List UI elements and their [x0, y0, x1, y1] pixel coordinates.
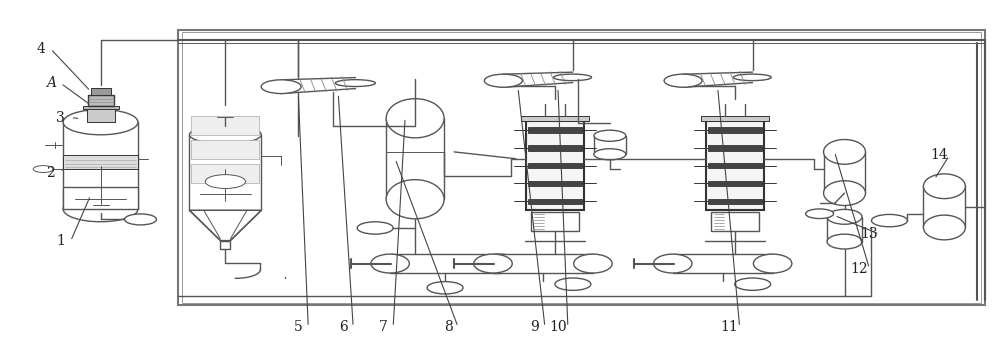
- Bar: [708, 127, 762, 132]
- Circle shape: [871, 215, 907, 227]
- Bar: [63, 187, 138, 209]
- Bar: [63, 122, 138, 209]
- Bar: [87, 108, 115, 122]
- Bar: [191, 140, 259, 159]
- Ellipse shape: [574, 254, 612, 273]
- Ellipse shape: [189, 126, 261, 144]
- Bar: [528, 163, 582, 168]
- Circle shape: [357, 222, 393, 234]
- Ellipse shape: [386, 180, 444, 219]
- Bar: [528, 127, 582, 132]
- Bar: [824, 152, 865, 193]
- Ellipse shape: [733, 74, 771, 81]
- Bar: [708, 199, 762, 204]
- Bar: [528, 199, 582, 204]
- Bar: [91, 88, 111, 95]
- Ellipse shape: [824, 181, 865, 206]
- Ellipse shape: [63, 109, 138, 135]
- Bar: [191, 116, 259, 135]
- Bar: [594, 136, 626, 154]
- Ellipse shape: [335, 80, 375, 87]
- Ellipse shape: [554, 74, 592, 81]
- Ellipse shape: [594, 149, 626, 160]
- Text: 10: 10: [549, 320, 567, 334]
- Bar: [701, 116, 769, 121]
- Bar: [220, 240, 230, 249]
- Text: 2: 2: [46, 166, 55, 179]
- Bar: [531, 212, 579, 231]
- Circle shape: [555, 278, 591, 290]
- Bar: [673, 254, 773, 273]
- Ellipse shape: [386, 99, 444, 138]
- Text: A: A: [46, 76, 56, 90]
- Polygon shape: [189, 210, 261, 240]
- Bar: [182, 32, 981, 303]
- Bar: [528, 181, 582, 186]
- Circle shape: [205, 175, 246, 188]
- Text: 12: 12: [851, 262, 868, 276]
- Text: 6: 6: [339, 320, 348, 334]
- Ellipse shape: [474, 254, 512, 273]
- Circle shape: [664, 74, 702, 87]
- Bar: [390, 254, 500, 273]
- Bar: [526, 121, 584, 210]
- Bar: [191, 164, 259, 183]
- Text: 7: 7: [379, 320, 388, 334]
- Bar: [708, 163, 762, 168]
- Bar: [923, 186, 965, 227]
- Bar: [711, 212, 759, 231]
- Bar: [63, 155, 138, 169]
- Bar: [178, 30, 985, 305]
- Text: 14: 14: [931, 148, 948, 162]
- Ellipse shape: [923, 215, 965, 240]
- Ellipse shape: [827, 209, 862, 224]
- Bar: [386, 118, 444, 199]
- Circle shape: [735, 278, 771, 290]
- Ellipse shape: [63, 196, 138, 222]
- Circle shape: [484, 74, 522, 87]
- Bar: [827, 217, 862, 241]
- Bar: [493, 254, 593, 273]
- Ellipse shape: [371, 254, 409, 273]
- Ellipse shape: [594, 130, 626, 141]
- Circle shape: [125, 214, 156, 225]
- Circle shape: [806, 209, 834, 218]
- Bar: [708, 145, 762, 150]
- Bar: [528, 145, 582, 150]
- Ellipse shape: [827, 234, 862, 249]
- Circle shape: [427, 282, 463, 294]
- Ellipse shape: [753, 254, 792, 273]
- Bar: [706, 121, 764, 210]
- Bar: [88, 95, 114, 106]
- Bar: [708, 181, 762, 186]
- Text: 3: 3: [56, 110, 65, 125]
- Text: 11: 11: [721, 320, 739, 334]
- Text: 8: 8: [444, 320, 452, 334]
- Bar: [189, 135, 261, 210]
- Text: 4: 4: [36, 42, 45, 56]
- Circle shape: [33, 166, 53, 172]
- Ellipse shape: [824, 139, 865, 164]
- Text: 1: 1: [56, 234, 65, 248]
- Ellipse shape: [481, 254, 519, 273]
- Text: 5: 5: [294, 320, 303, 334]
- Bar: [83, 106, 119, 109]
- Circle shape: [261, 80, 301, 93]
- Text: 9: 9: [531, 320, 539, 334]
- Bar: [521, 116, 589, 121]
- Text: 13: 13: [861, 227, 878, 242]
- Ellipse shape: [654, 254, 692, 273]
- Ellipse shape: [923, 174, 965, 199]
